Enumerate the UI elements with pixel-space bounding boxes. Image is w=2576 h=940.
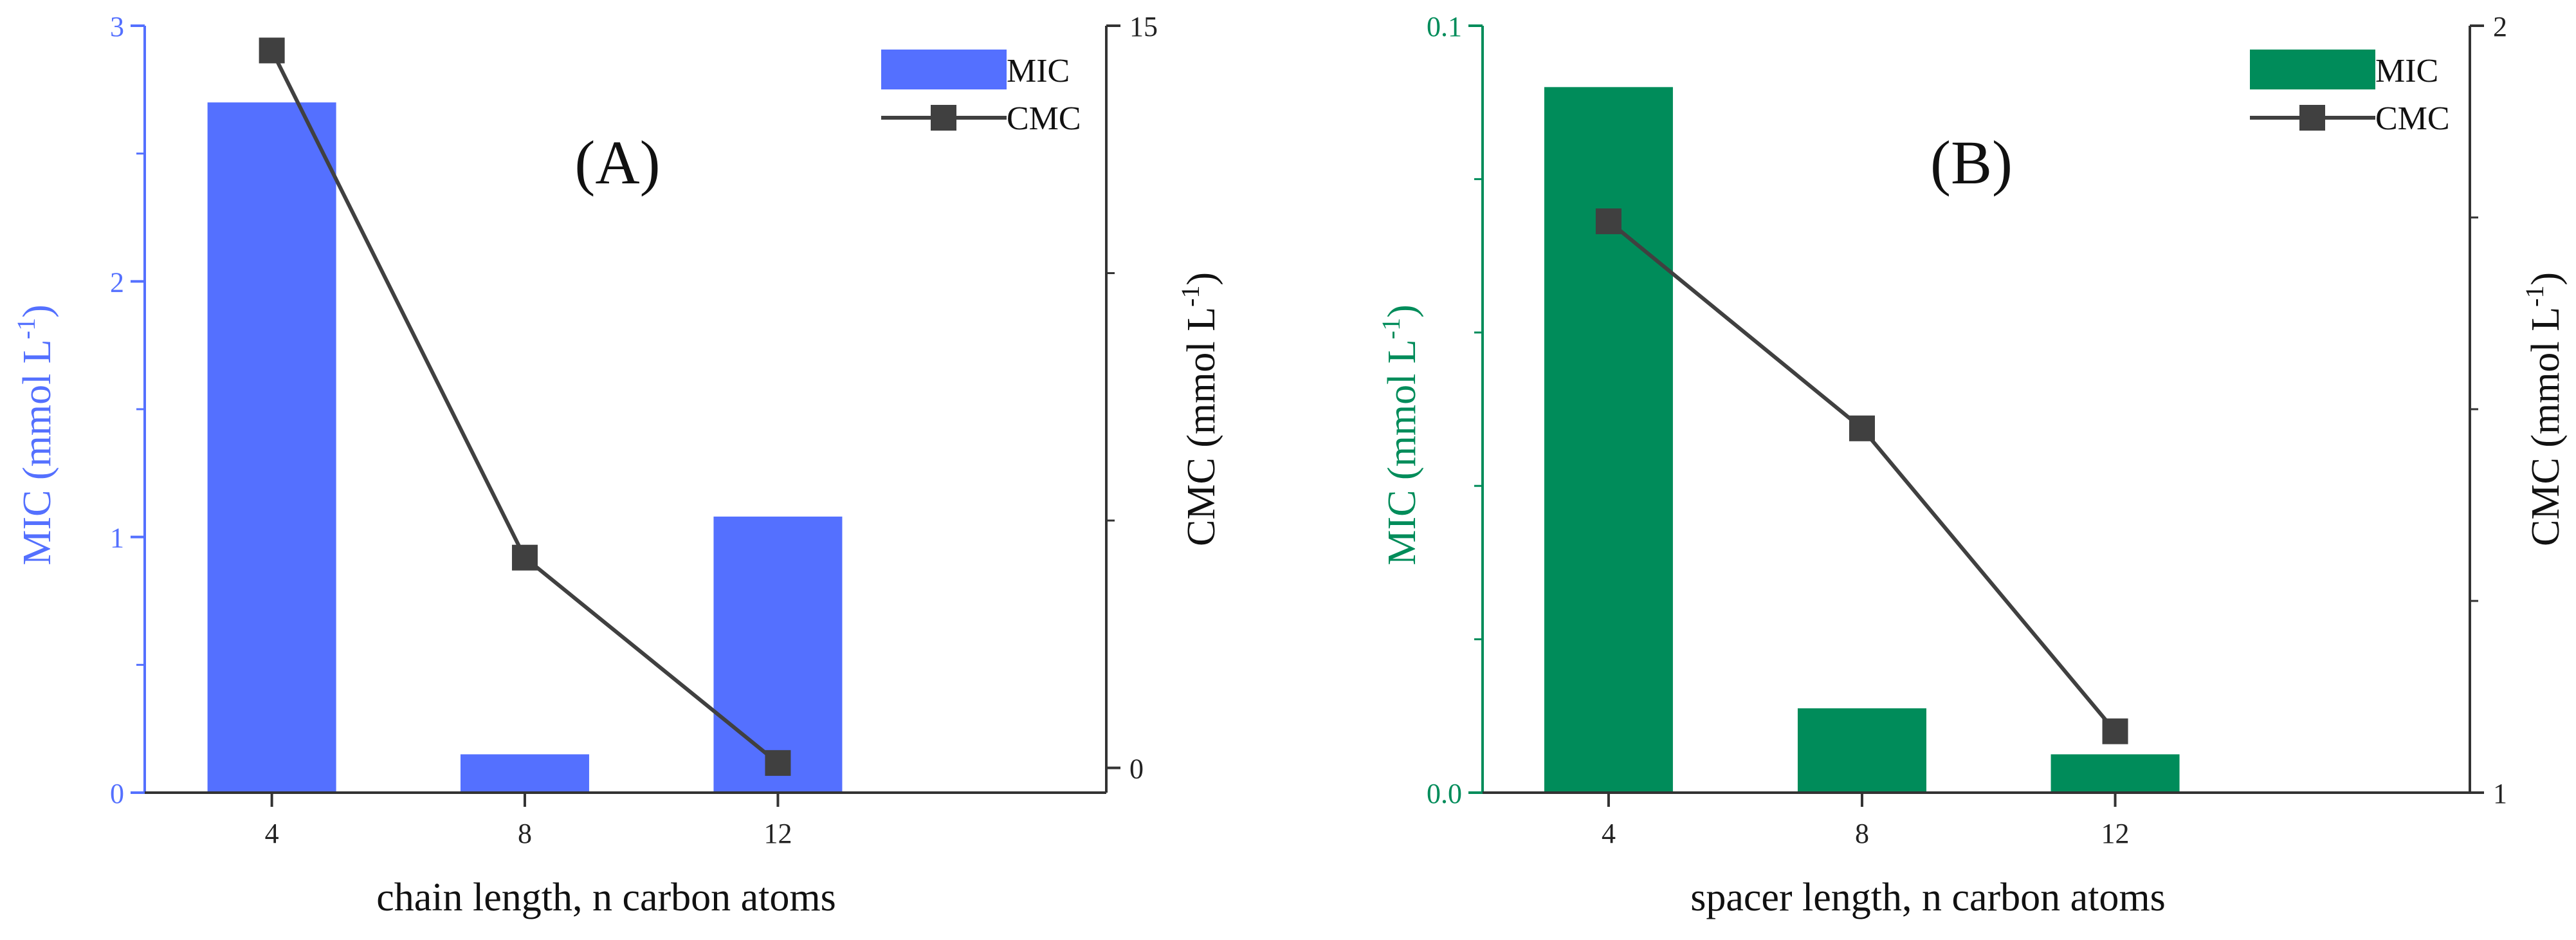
x-axis-label: spacer length, n carbon atoms (1690, 876, 2166, 919)
legend-cmc-marker-swatch (931, 105, 956, 131)
x-axis-label: chain length, n carbon atoms (376, 876, 836, 919)
x-tick-label-4: 4 (1602, 818, 1616, 849)
y2-tick-label-1: 1 (2493, 778, 2507, 809)
bar-mic-12 (2051, 754, 2180, 793)
y-tick-label-0: 0 (110, 778, 124, 809)
y-tick-label-0.1: 0.1 (1427, 11, 1462, 42)
right-y-ticks: 0 15 (1106, 11, 1158, 785)
y2-tick-label-2: 2 (2493, 11, 2507, 42)
x-tick-label-8: 8 (518, 818, 532, 849)
legend-cmc-label: CMC (1007, 100, 1081, 137)
cmc-marker-4 (1595, 208, 1621, 234)
legend-mic-label: MIC (1007, 53, 1070, 89)
legend: MIC CMC (2250, 50, 2450, 137)
cmc-marker-4 (259, 37, 285, 64)
cmc-marker-8 (511, 544, 538, 571)
y-axis-label: MIC (mmol L-1) (12, 304, 59, 565)
left-y-ticks: 0 1 2 3 (110, 11, 145, 809)
y-tick-label-2: 2 (110, 266, 124, 298)
legend: MIC CMC (881, 50, 1081, 137)
x-tick-label-12: 12 (763, 818, 792, 849)
legend-cmc-marker-swatch (2299, 105, 2325, 131)
cmc-line (1607, 219, 2117, 733)
bar-mic-8 (460, 754, 589, 793)
x-tick-label-12: 12 (2101, 818, 2130, 849)
legend-cmc-label: CMC (2375, 100, 2450, 137)
x-tick-label-4: 4 (265, 818, 279, 849)
y2-tick-label-0: 0 (1129, 753, 1144, 785)
legend-mic-swatch (2250, 50, 2375, 89)
cmc-markers (259, 37, 791, 776)
x-tick-label-8: 8 (1855, 818, 1869, 849)
y2-axis-label: CMC (mmol L-1) (2520, 272, 2568, 546)
cmc-marker-12 (2102, 718, 2128, 744)
bars (1544, 87, 2180, 793)
bar-mic-4 (207, 102, 336, 793)
x-ticks: 4 8 12 (1602, 793, 2130, 849)
y-axis-label: MIC (mmol L-1) (1376, 304, 1424, 565)
bar-mic-12 (713, 516, 843, 793)
left-y-ticks: 0.0 0.1 (1427, 11, 1483, 809)
cmc-line (269, 50, 780, 765)
right-y-ticks: 12 (2470, 11, 2507, 809)
cmc-marker-8 (1849, 415, 1875, 441)
cmc-markers (1595, 208, 2128, 744)
y2-tick-label-15: 15 (1129, 11, 1158, 42)
y-tick-label-3: 3 (110, 11, 124, 42)
bar-mic-8 (1797, 708, 1926, 793)
y2-axis-label: CMC (mmol L-1) (1176, 272, 1223, 546)
panel-label: (B) (1930, 128, 2013, 197)
bar-mic-4 (1544, 87, 1673, 793)
x-ticks: 4 8 12 (265, 793, 792, 849)
legend-mic-swatch (881, 50, 1007, 89)
y-tick-label-0.0: 0.0 (1427, 778, 1462, 809)
chart-panel-b: 0.00.1 12 4 8 12 MIC (mmol L-1) CMC (mmol … (1376, 11, 2568, 919)
cmc-marker-12 (765, 750, 791, 776)
panel-label: (A) (574, 128, 660, 197)
bars (207, 102, 843, 793)
y-tick-label-1: 1 (110, 522, 124, 554)
legend-mic-label: MIC (2375, 53, 2438, 89)
